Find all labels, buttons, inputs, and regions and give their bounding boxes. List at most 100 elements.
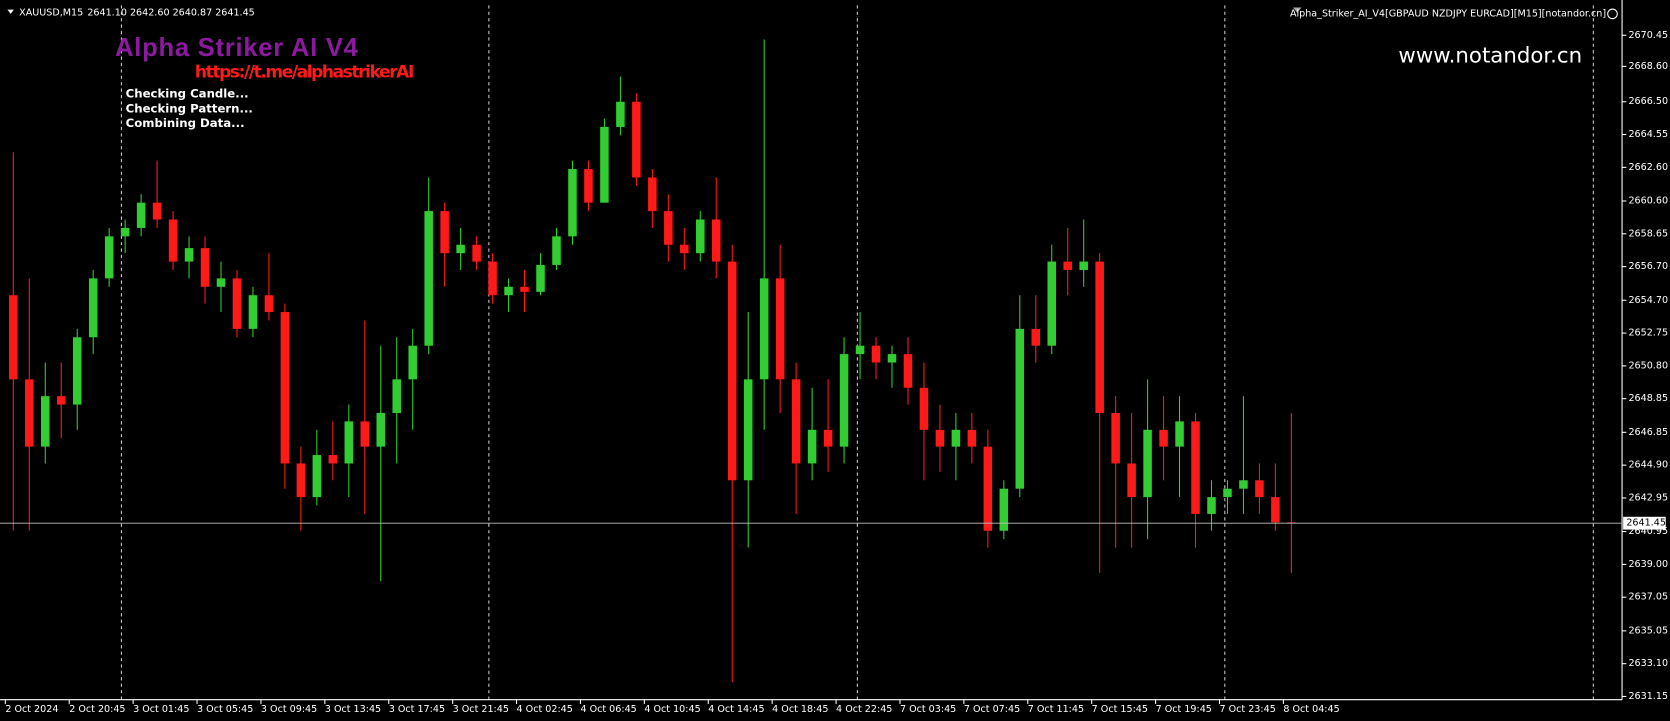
candle-body [839, 354, 849, 447]
y-tick-label: 2639.00 [1628, 559, 1668, 570]
status-line: Combining Data... [126, 116, 245, 130]
candle-body [903, 354, 913, 388]
smiley-icon [1607, 8, 1618, 20]
candle-body [807, 429, 817, 464]
y-tick-label: 2652.75 [1628, 328, 1668, 339]
candle-body [216, 278, 226, 287]
y-tick-label: 2654.70 [1628, 295, 1668, 306]
candle-body [983, 446, 993, 531]
candle-body [696, 219, 705, 254]
y-tick-label: 2646.85 [1628, 427, 1668, 438]
candle-body [999, 488, 1009, 531]
candle-body [967, 429, 977, 447]
status-line: Checking Candle... [126, 86, 249, 100]
current-price-label: 2641.45 [1626, 518, 1666, 529]
x-tick-label: 7 Oct 19:45 [1156, 704, 1212, 715]
x-tick-label: 3 Oct 01:45 [133, 704, 189, 715]
x-tick-label: 2 Oct 2024 [5, 704, 58, 715]
candle-body [1255, 480, 1264, 498]
candle-body [600, 126, 609, 203]
x-tick-label: 7 Oct 15:45 [1092, 704, 1148, 715]
y-tick-label: 2650.80 [1628, 360, 1668, 371]
x-tick-label: 3 Oct 13:45 [325, 704, 381, 715]
candle-body [424, 211, 433, 346]
y-tick-label: 2644.90 [1628, 460, 1668, 471]
overlay-link[interactable]: https://t.me/alphastrikerAI [195, 63, 414, 83]
candle-body [584, 169, 593, 203]
y-tick-label: 2662.60 [1628, 162, 1668, 173]
candle-body [456, 244, 465, 254]
candle-body [88, 278, 98, 338]
header-quote: 2641.10 2642.60 2640.87 2641.45 [87, 7, 254, 18]
menu-arrow[interactable] [7, 9, 14, 14]
x-tick-label: 7 Oct 03:45 [900, 704, 956, 715]
indicator-arrow[interactable] [1292, 7, 1302, 13]
candle-body [344, 421, 354, 464]
candle-body [41, 396, 50, 447]
candle-body [25, 379, 34, 447]
candle-body [568, 169, 577, 237]
candle-body [1111, 412, 1120, 464]
x-tick-label: 4 Oct 02:45 [517, 704, 573, 715]
candle-body [1095, 261, 1104, 413]
status-line: Checking Pattern... [126, 101, 253, 115]
current-price-box [1623, 516, 1666, 530]
candle-body [711, 219, 721, 262]
y-tick-label: 2666.50 [1628, 96, 1668, 107]
y-tick-label: 2637.05 [1628, 592, 1668, 603]
candle-body [871, 345, 881, 363]
candle-body [1207, 497, 1216, 514]
x-tick-label: 4 Oct 06:45 [580, 704, 636, 715]
candle-body [392, 379, 401, 413]
x-tick-label: 3 Oct 21:45 [453, 704, 509, 715]
candle-body [759, 278, 769, 380]
candle-body [935, 429, 945, 447]
candle-body [72, 337, 82, 405]
candle-body [200, 248, 210, 287]
candle-body [648, 177, 657, 212]
candle-body [56, 396, 66, 405]
candle-body [1047, 261, 1056, 346]
overlay-title: Alpha Striker AI V4 [115, 34, 359, 62]
candle-body [9, 295, 18, 380]
candle-body [680, 244, 689, 254]
x-tick-label: 3 Oct 09:45 [261, 704, 317, 715]
x-tick-label: 7 Oct 23:45 [1219, 704, 1275, 715]
candle-body [168, 219, 178, 262]
candle-body [1271, 497, 1280, 523]
candle-body [823, 429, 833, 447]
candle-body [1143, 429, 1152, 498]
candle-body [472, 244, 481, 262]
candle-body [232, 278, 242, 329]
candle-body [919, 387, 929, 430]
candle-body [136, 202, 146, 228]
x-tick-label: 4 Oct 14:45 [708, 704, 764, 715]
candle-body [791, 379, 801, 464]
x-tick-label: 7 Oct 11:45 [1028, 704, 1084, 715]
candle-body [1031, 328, 1041, 346]
candle-body [440, 211, 449, 254]
candle-body [1127, 463, 1136, 498]
candle-body [616, 101, 625, 127]
watermark: www.notandor.cn [1398, 44, 1582, 69]
x-tick-label: 3 Oct 05:45 [197, 704, 253, 715]
x-tick-label: 4 Oct 18:45 [772, 704, 828, 715]
candle-body [951, 429, 961, 447]
candle-body [775, 278, 785, 380]
candle-body [264, 295, 274, 313]
x-tick-label: 2 Oct 20:45 [69, 704, 125, 715]
y-tick-label: 2631.15 [1628, 691, 1668, 702]
y-tick-label: 2640.95 [1628, 526, 1668, 537]
candle-body [104, 236, 114, 279]
y-tick-label: 2635.05 [1628, 625, 1668, 636]
candle-body [727, 261, 737, 481]
candle-body [536, 264, 545, 292]
y-tick-label: 2664.55 [1628, 129, 1668, 140]
candle-body [664, 211, 673, 245]
y-tick-label: 2660.60 [1628, 195, 1668, 206]
candle-body [376, 412, 386, 447]
candle-body [152, 202, 162, 220]
y-tick-label: 2668.60 [1628, 61, 1668, 72]
